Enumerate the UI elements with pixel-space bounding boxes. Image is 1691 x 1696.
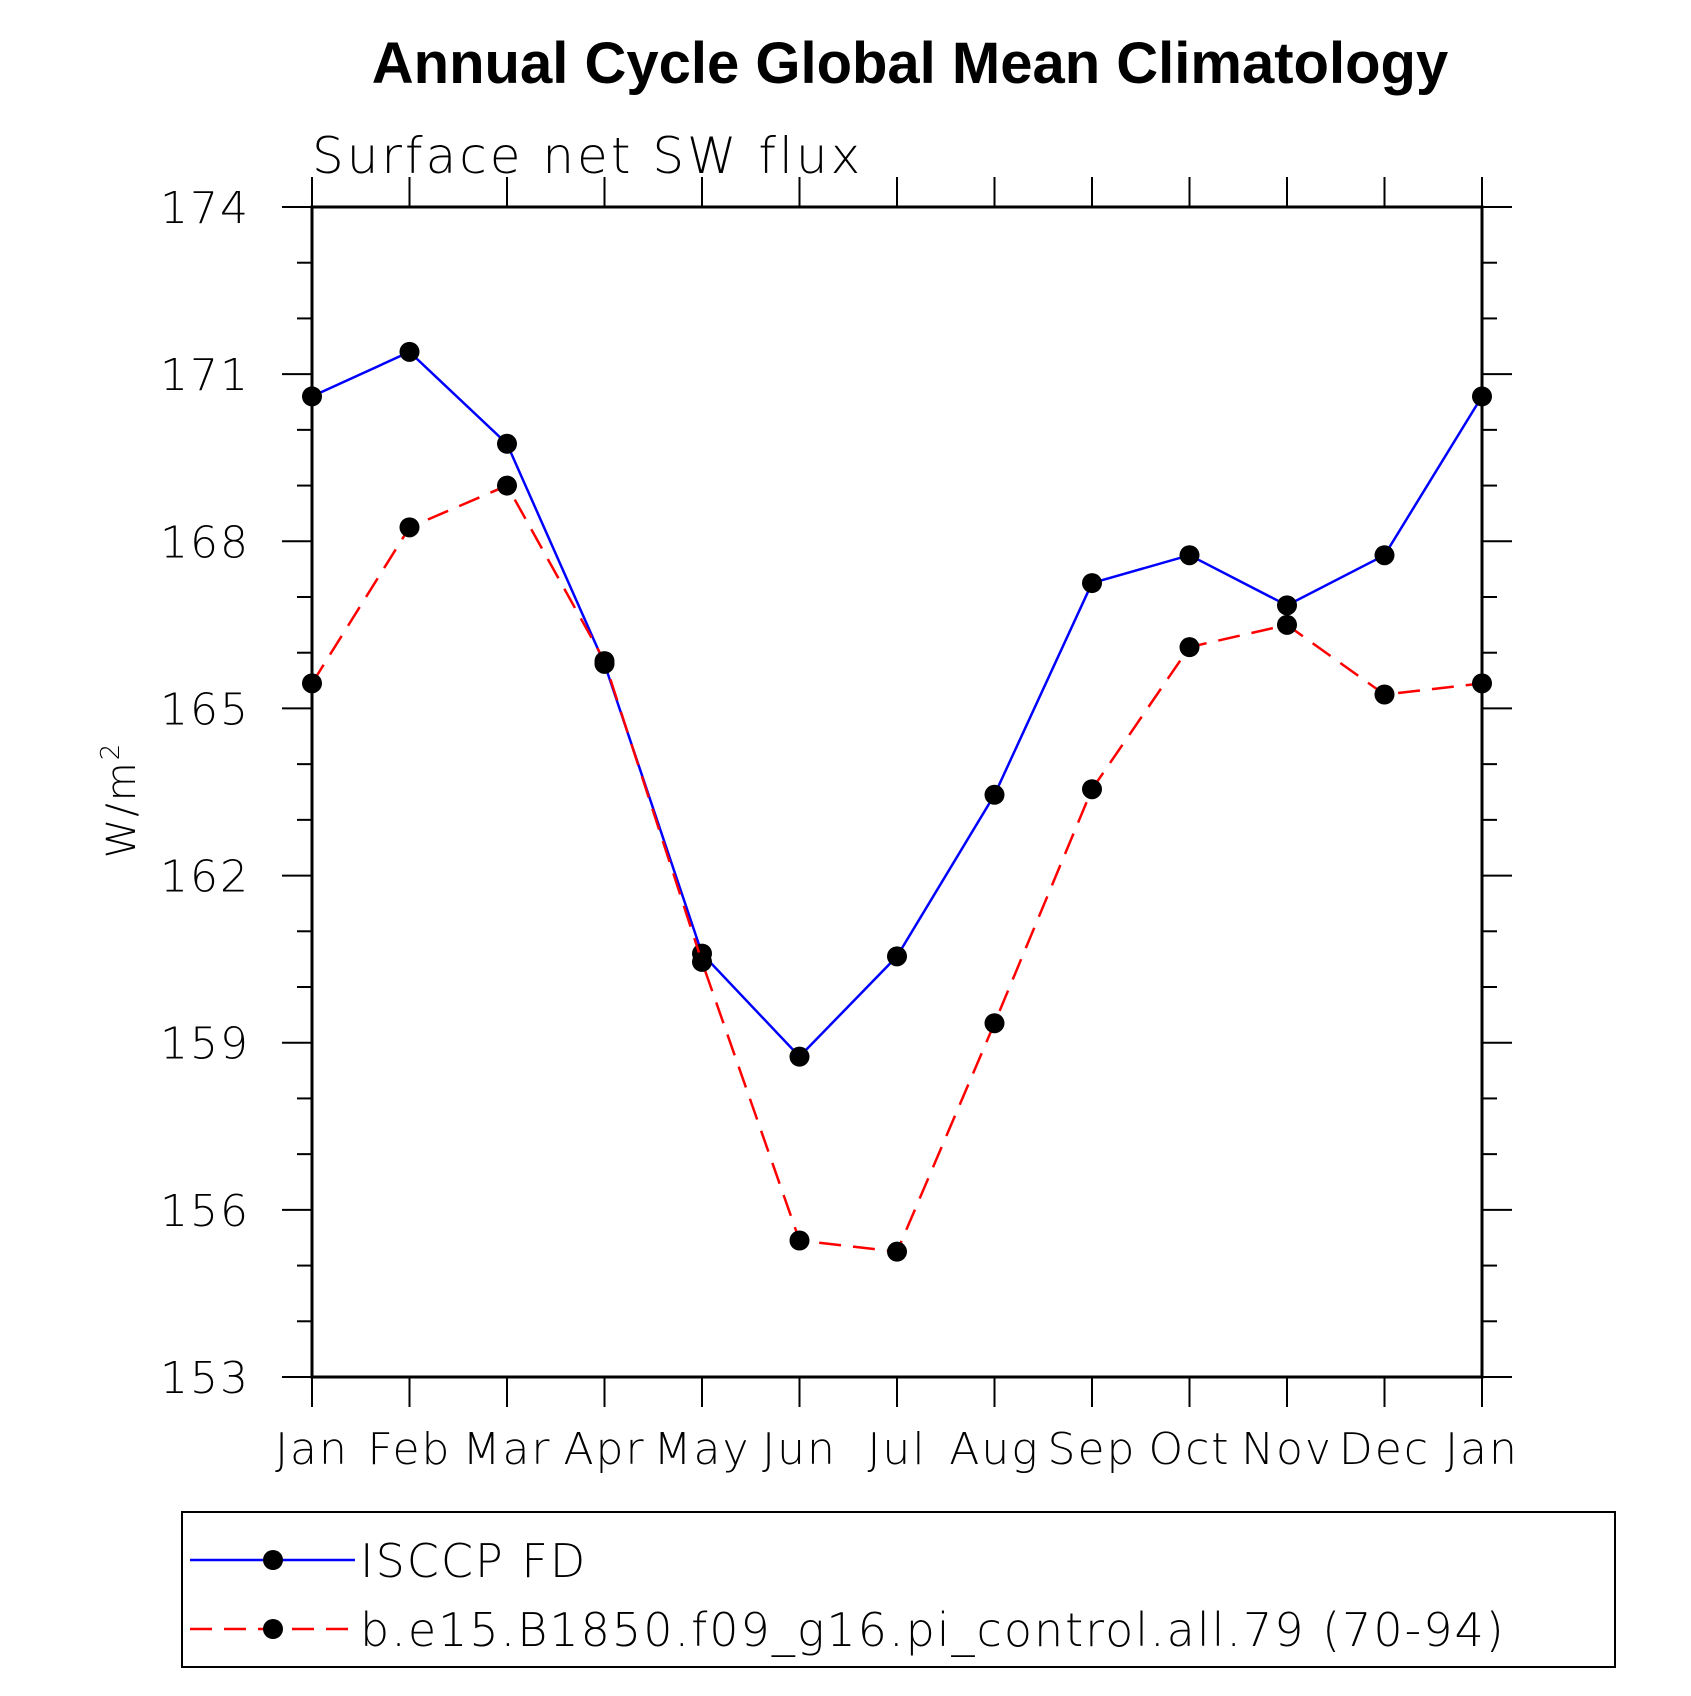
x-tick-label: Jan [1445, 1424, 1519, 1475]
chart-title: Annual Cycle Global Mean Climatology [372, 31, 1448, 96]
y-tick-label: 162 [160, 852, 250, 903]
data-point [692, 951, 712, 972]
data-point [789, 1230, 810, 1251]
x-tick-label: Sep [1048, 1424, 1137, 1475]
data-point [789, 1046, 810, 1067]
x-tick-label: Nov [1241, 1424, 1333, 1475]
series-0 [302, 341, 1492, 1067]
data-point [887, 946, 907, 967]
data-point [1277, 614, 1297, 635]
data-point [984, 1013, 1005, 1034]
data-point [984, 784, 1005, 805]
series-line [310, 484, 1483, 1253]
y-tick-label: 168 [160, 517, 250, 568]
data-point [1082, 779, 1102, 800]
y-axis-label-text: W/m [99, 760, 145, 858]
x-tick-label: Oct [1148, 1424, 1230, 1475]
x-tick-label: Mar [462, 1424, 551, 1475]
y-tick-label: 153 [160, 1353, 250, 1404]
series-layer [302, 341, 1492, 1262]
x-tick-label: Jul [867, 1424, 926, 1475]
chart-subtitle: Surface net SW flux [312, 127, 863, 185]
y-tick-label: 165 [160, 684, 250, 735]
data-point [399, 517, 420, 538]
data-point [594, 651, 615, 672]
y-axis-label: W/m2 [96, 742, 145, 859]
data-point [1179, 545, 1200, 566]
x-tick-label: Apr [563, 1424, 645, 1475]
data-point [1472, 386, 1492, 407]
x-tick-label: Dec [1339, 1424, 1430, 1475]
plot-frame [310, 205, 1484, 1379]
svg-text:W/m2: W/m2 [96, 742, 145, 859]
legend-marker-model [263, 1619, 283, 1639]
x-tick-label: Aug [949, 1424, 1039, 1475]
x-tick-label: May [654, 1424, 751, 1475]
data-point [1374, 545, 1395, 566]
legend-box [181, 1511, 1616, 1668]
data-point [1277, 595, 1297, 616]
data-point [302, 673, 322, 694]
x-tick-label: Jan [275, 1424, 349, 1475]
legend-label-isccp: ISCCP FD [360, 1534, 587, 1588]
y-tick-label: 171 [160, 350, 250, 401]
legend-label-model: b.e15.B1850.f09_g16.pi_control.all.79 (7… [360, 1603, 1506, 1657]
data-point [1374, 684, 1395, 705]
y-tick-label: 156 [160, 1186, 250, 1237]
data-point [1179, 637, 1200, 658]
data-point [1082, 573, 1102, 594]
data-point [887, 1241, 907, 1262]
series-1 [302, 475, 1492, 1262]
legend-marker-isccp [263, 1550, 283, 1570]
y-tick-label: 159 [160, 1019, 250, 1070]
y-tick-label: 174 [160, 183, 250, 234]
y-axis-label-superscript: 2 [96, 742, 126, 761]
data-point [399, 341, 420, 362]
data-point [497, 433, 517, 454]
x-tick-label: Feb [368, 1424, 452, 1475]
legend: ISCCP FD b.e15.B1850.f09_g16.pi_control.… [181, 1511, 1616, 1668]
data-point [497, 475, 517, 496]
x-tick-label: Jun [762, 1424, 837, 1475]
data-point [1472, 673, 1492, 694]
data-point [302, 386, 322, 407]
